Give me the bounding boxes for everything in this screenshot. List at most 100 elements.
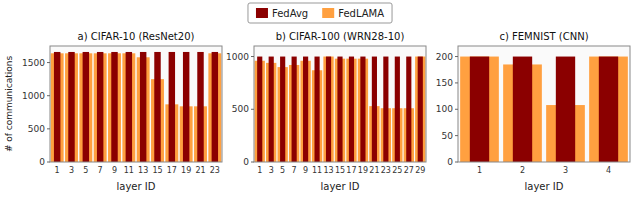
y-tick [47, 95, 50, 96]
bar [323, 57, 333, 162]
y-tick-label: 150 [436, 78, 453, 88]
x-tick-label: 3 [563, 166, 568, 175]
y-tick [455, 135, 458, 136]
x-tick-label: 1 [55, 166, 60, 175]
legend-label: FedAvg [272, 8, 308, 19]
panel-title: a) CIFAR-10 (ResNet20) [78, 31, 195, 42]
x-tick-label: 2 [520, 166, 525, 175]
x-tick-label: 4 [606, 166, 611, 175]
x-tick-label: 1 [477, 166, 482, 175]
x-tick-label: 7 [98, 166, 103, 175]
bar [395, 57, 400, 162]
x-tick-label: 3 [69, 166, 74, 175]
series [54, 52, 218, 162]
plot-frame [458, 46, 630, 162]
x-tick-label: 3 [269, 166, 274, 175]
y-tick [251, 162, 254, 163]
bar [54, 52, 60, 162]
bar [303, 57, 308, 162]
legend-label: FedLAMA [338, 8, 384, 19]
bar [280, 57, 285, 162]
y-tick-label: 0 [447, 157, 453, 167]
panel-title: b) CIFAR-100 (WRN28-10) [276, 31, 405, 42]
bar [372, 57, 377, 162]
bar [97, 52, 103, 162]
x-tick-label: 27 [404, 166, 414, 175]
bar [326, 57, 331, 162]
y-tick-label: 50 [442, 131, 454, 141]
bar [513, 57, 532, 162]
x-tick-label: 7 [292, 166, 297, 175]
x-axis-label: layer ID [525, 181, 564, 192]
bar [68, 52, 74, 162]
panel: 0501001502001234layer IDc) FEMNIST (CNN) [436, 31, 630, 192]
y-tick-label: 500 [28, 124, 45, 134]
x-tick-label: 23 [381, 166, 391, 175]
bar [292, 57, 297, 162]
y-tick [455, 56, 458, 57]
bar [83, 52, 89, 162]
x-tick-label: 23 [210, 166, 220, 175]
bar [406, 57, 411, 162]
x-tick-label: 21 [369, 166, 379, 175]
x-tick-label: 13 [138, 166, 148, 175]
y-tick-label: 0 [243, 157, 249, 167]
bar [349, 57, 354, 162]
x-axis-label: layer ID [117, 181, 156, 192]
bar [212, 52, 218, 162]
x-tick-label: 11 [124, 166, 134, 175]
panel: 050010001357911131517192123252729layer I… [226, 31, 426, 192]
y-tick-label: 1000 [226, 52, 249, 62]
bar [470, 57, 489, 162]
legend-frame [248, 3, 392, 23]
series [460, 57, 628, 162]
x-tick-label: 21 [195, 166, 205, 175]
bar [169, 52, 175, 162]
bar [257, 57, 262, 162]
y-tick [47, 128, 50, 129]
plot-background [254, 46, 426, 162]
x-tick-label: 19 [358, 166, 368, 175]
bar [140, 52, 146, 162]
bar [197, 52, 203, 162]
series [470, 57, 618, 162]
x-tick-label: 17 [346, 166, 356, 175]
series [257, 57, 423, 162]
y-tick [455, 109, 458, 110]
x-tick-label: 9 [112, 166, 117, 175]
bar [460, 57, 499, 162]
bar [599, 57, 618, 162]
legend: FedAvg FedLAMA [248, 3, 392, 23]
bars [51, 52, 222, 162]
bar [314, 57, 319, 162]
y-tick-label: 100 [436, 104, 453, 114]
y-tick [455, 82, 458, 83]
y-tick [251, 109, 254, 110]
bar [589, 57, 628, 162]
bar [111, 52, 117, 162]
bar [360, 57, 365, 162]
bar [183, 52, 189, 162]
series [255, 57, 426, 162]
y-tick-label: 1500 [22, 58, 45, 68]
x-tick-label: 19 [181, 166, 191, 175]
bars [460, 57, 628, 162]
y-tick [47, 162, 50, 163]
figure: 0500100015001357911131517192123layer ID#… [0, 0, 640, 222]
bar [154, 52, 160, 162]
x-tick-label: 1 [257, 166, 262, 175]
bars [255, 57, 426, 162]
bar [418, 57, 423, 162]
y-tick [251, 56, 254, 57]
legend-swatch [256, 8, 268, 18]
x-tick-label: 5 [280, 166, 285, 175]
bar [126, 52, 132, 162]
bar [269, 57, 274, 162]
x-axis-label: layer ID [321, 181, 360, 192]
y-tick [47, 62, 50, 63]
bar [415, 57, 425, 162]
y-tick [455, 162, 458, 163]
panel: 0500100015001357911131517192123layer ID#… [4, 31, 222, 192]
x-tick-label: 17 [167, 166, 177, 175]
y-axis-label: # of communications [4, 56, 14, 153]
